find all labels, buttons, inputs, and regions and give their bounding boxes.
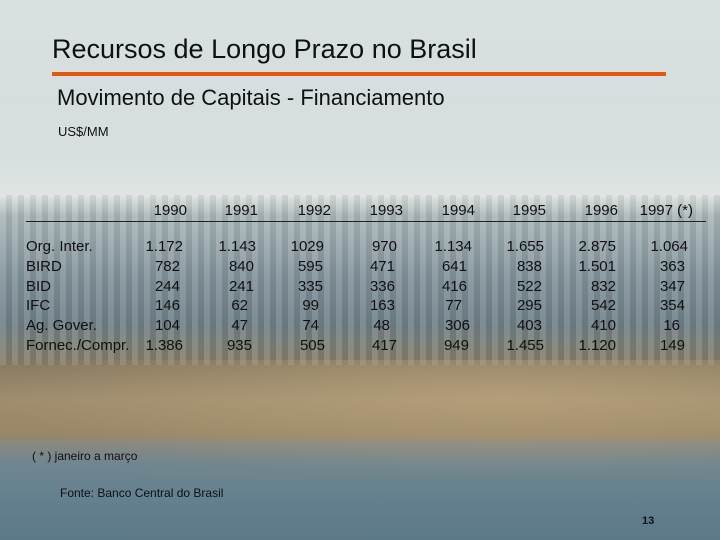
table-cell: 838 <box>516 258 542 275</box>
table-cell: 410 <box>590 317 616 334</box>
table-cell: 347 <box>659 278 685 295</box>
table-cell: 149 <box>659 337 685 354</box>
table-cell: 970 <box>371 238 397 255</box>
table-cell: 949 <box>443 337 469 354</box>
table-cell: 542 <box>590 297 616 314</box>
row-label: Fornec./Compr. <box>26 337 130 354</box>
slide-subtitle: Movimento de Capitais - Financiamento <box>57 85 445 110</box>
table-cell: 363 <box>659 258 685 275</box>
background-water <box>0 440 720 540</box>
row-label: Org. Inter. <box>26 238 93 255</box>
table-cell: 306 <box>444 317 470 334</box>
table-cell: 1.172 <box>145 238 183 255</box>
row-label: IFC <box>26 297 51 314</box>
table-cell: 1.386 <box>145 337 183 354</box>
page-number: 13 <box>642 515 655 527</box>
table-header-rule <box>26 221 706 222</box>
table-cell: 641 <box>441 258 467 275</box>
table-cell: 832 <box>590 278 616 295</box>
table-cell: 48 <box>373 317 390 334</box>
table-cell: 47 <box>231 317 248 334</box>
table-cell: 336 <box>369 278 395 295</box>
table-cell: 295 <box>516 297 542 314</box>
table-cell: 840 <box>228 258 254 275</box>
table-cell: 505 <box>299 337 325 354</box>
year-header: 1994 <box>441 202 475 219</box>
table-cell: 1.655 <box>506 238 544 255</box>
row-label: BIRD <box>26 258 62 275</box>
table-cell: 74 <box>302 317 319 334</box>
year-header: 1993 <box>369 202 403 219</box>
table-cell: 163 <box>369 297 395 314</box>
table-cell: 77 <box>445 297 462 314</box>
slide-title: Recursos de Longo Prazo no Brasil <box>52 34 477 64</box>
title-underline <box>52 72 666 76</box>
table-cell: 416 <box>441 278 467 295</box>
table-cell: 1.134 <box>434 238 472 255</box>
year-header: 1997 (*) <box>639 202 693 219</box>
table-cell: 335 <box>297 278 323 295</box>
table-cell: 1.455 <box>506 337 544 354</box>
year-header: 1996 <box>584 202 618 219</box>
table-cell: 935 <box>226 337 252 354</box>
table-cell: 2.875 <box>578 238 616 255</box>
source-note: Fonte: Banco Central do Brasil <box>60 486 224 500</box>
row-label: Ag. Gover. <box>26 317 97 334</box>
unit-label: US$/MM <box>58 124 109 139</box>
table-cell: 1.064 <box>650 238 688 255</box>
table-cell: 417 <box>371 337 397 354</box>
table-cell: 1.143 <box>218 238 256 255</box>
table-cell: 595 <box>297 258 323 275</box>
table-cell: 782 <box>154 258 180 275</box>
table-cell: 99 <box>302 297 319 314</box>
table-cell: 403 <box>516 317 542 334</box>
background-dam <box>0 195 720 365</box>
year-header: 1992 <box>297 202 331 219</box>
year-header: 1991 <box>224 202 258 219</box>
row-label: BID <box>26 278 52 295</box>
table-cell: 1.120 <box>578 337 616 354</box>
table-cell: 1029 <box>290 238 324 255</box>
table-cell: 522 <box>516 278 542 295</box>
year-header: 1990 <box>153 202 187 219</box>
table-cell: 146 <box>154 297 180 314</box>
table-cell: 62 <box>231 297 248 314</box>
footnote: ( * ) janeiro a março <box>32 449 138 463</box>
table-cell: 354 <box>659 297 685 314</box>
background-bank <box>0 360 720 480</box>
table-cell: 244 <box>154 278 180 295</box>
year-header: 1995 <box>512 202 546 219</box>
table-cell: 471 <box>369 258 395 275</box>
table-cell: 1.501 <box>578 258 616 275</box>
background-sky <box>0 0 720 195</box>
table-cell: 104 <box>154 317 180 334</box>
table-cell: 241 <box>228 278 254 295</box>
table-cell: 16 <box>663 317 680 334</box>
